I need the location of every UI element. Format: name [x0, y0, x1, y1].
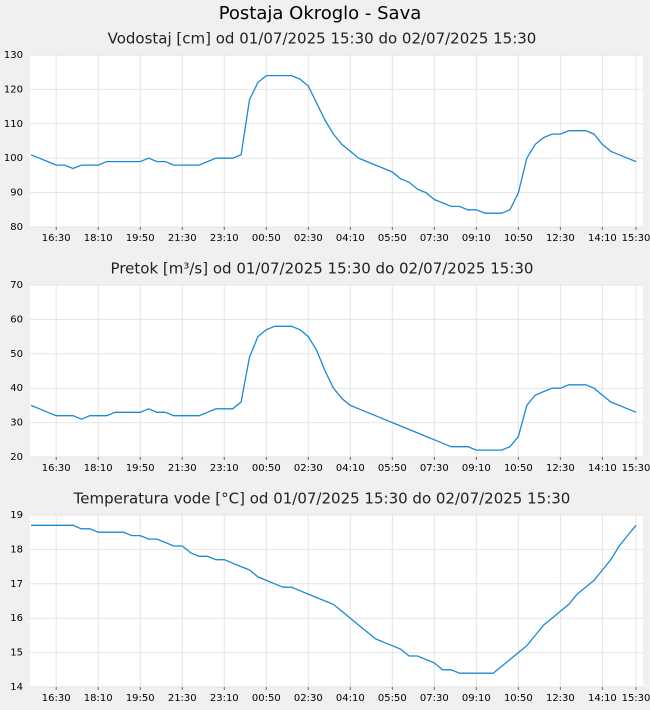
x-tick-label: 12:30 [546, 233, 575, 244]
x-tick-label: 23:10 [210, 463, 239, 474]
y-tick-label: 70 [10, 280, 23, 291]
page-title: Postaja Okroglo - Sava [219, 3, 422, 24]
x-tick-label: 05:50 [378, 233, 407, 244]
x-tick-label: 07:30 [420, 233, 449, 244]
x-tick-label: 04:10 [336, 693, 365, 704]
y-tick-label: 100 [4, 153, 23, 164]
x-tick-label: 16:30 [42, 233, 71, 244]
x-tick-label: 09:10 [462, 463, 491, 474]
x-tick-label: 09:10 [462, 233, 491, 244]
y-tick-label: 80 [10, 222, 23, 233]
x-tick-label: 00:50 [252, 463, 281, 474]
x-tick-label: 14:10 [588, 693, 617, 704]
x-tick-label: 15:30 [622, 463, 650, 474]
x-tick-label: 18:10 [84, 693, 113, 704]
x-tick-label: 02:30 [294, 463, 323, 474]
data-line [30, 74, 637, 214]
x-tick-label: 10:50 [504, 233, 533, 244]
x-tick-label: 10:50 [504, 693, 533, 704]
data-line [30, 325, 637, 451]
y-tick-label: 20 [10, 452, 23, 463]
y-tick-label: 30 [10, 418, 23, 429]
x-tick-label: 19:50 [126, 463, 155, 474]
x-tick-label: 23:10 [210, 233, 239, 244]
x-tick-label: 15:30 [622, 693, 650, 704]
x-tick-label: 09:10 [462, 693, 491, 704]
chart-title: Vodostaj [cm] od 01/07/2025 15:30 do 02/… [108, 30, 537, 48]
x-tick-label: 14:10 [588, 463, 617, 474]
y-tick-label: 50 [10, 349, 23, 360]
y-tick-label: 120 [4, 84, 23, 95]
x-tick-label: 21:30 [168, 463, 197, 474]
y-tick-label: 18 [10, 544, 23, 555]
x-tick-label: 05:50 [378, 693, 407, 704]
x-tick-label: 21:30 [168, 233, 197, 244]
plot-area [30, 515, 643, 687]
y-tick-label: 40 [10, 383, 23, 394]
x-tick-label: 10:50 [504, 463, 533, 474]
x-tick-label: 18:10 [84, 463, 113, 474]
chart-title: Temperatura vode [°C] od 01/07/2025 15:3… [73, 490, 571, 508]
x-tick-label: 21:30 [168, 693, 197, 704]
y-tick-label: 15 [10, 648, 23, 659]
y-tick-label: 130 [4, 50, 23, 61]
x-tick-label: 04:10 [336, 463, 365, 474]
x-tick-label: 16:30 [42, 693, 71, 704]
data-line [31, 524, 637, 674]
x-tick-label: 12:30 [546, 463, 575, 474]
y-tick-label: 17 [10, 579, 23, 590]
x-tick-label: 00:50 [252, 693, 281, 704]
x-tick-label: 18:10 [84, 233, 113, 244]
x-tick-label: 02:30 [294, 233, 323, 244]
x-tick-label: 05:50 [378, 463, 407, 474]
x-tick-label: 12:30 [546, 693, 575, 704]
x-tick-label: 23:10 [210, 693, 239, 704]
y-tick-label: 16 [10, 613, 23, 624]
y-tick-label: 19 [10, 510, 23, 521]
x-tick-label: 19:50 [126, 233, 155, 244]
x-tick-label: 19:50 [126, 693, 155, 704]
x-tick-label: 02:30 [294, 693, 323, 704]
x-tick-label: 00:50 [252, 233, 281, 244]
x-tick-label: 04:10 [336, 233, 365, 244]
plot-area [30, 55, 643, 227]
x-tick-label: 14:10 [588, 233, 617, 244]
x-tick-label: 07:30 [420, 693, 449, 704]
plot-area [30, 285, 643, 457]
y-tick-label: 110 [4, 119, 23, 130]
x-tick-label: 16:30 [42, 463, 71, 474]
y-tick-label: 14 [10, 682, 23, 693]
x-tick-label: 15:30 [622, 233, 650, 244]
y-tick-label: 90 [10, 188, 23, 199]
x-tick-label: 07:30 [420, 463, 449, 474]
y-tick-label: 60 [10, 314, 23, 325]
chart-title: Pretok [m³/s] od 01/07/2025 15:30 do 02/… [111, 260, 534, 278]
